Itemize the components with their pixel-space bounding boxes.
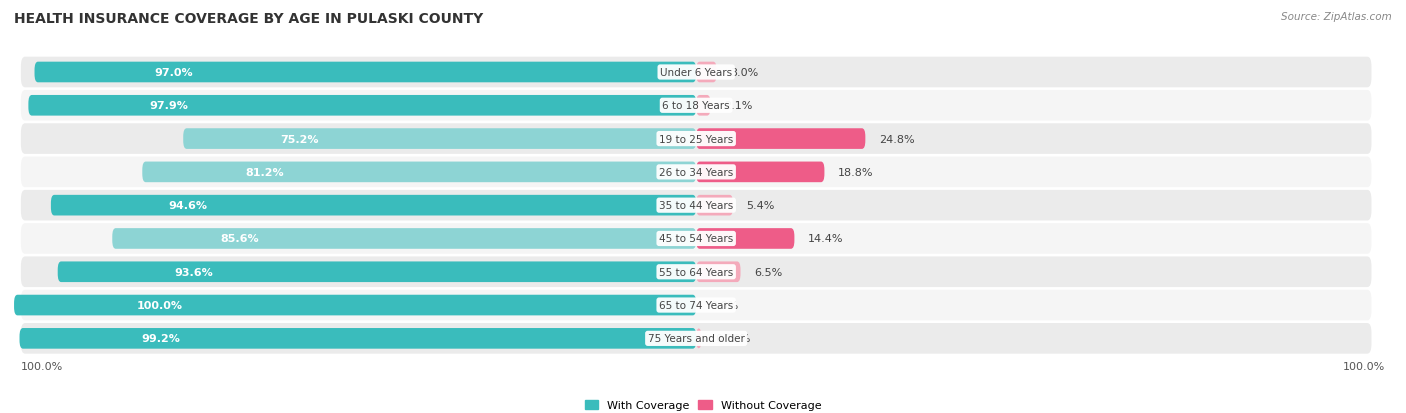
FancyBboxPatch shape	[142, 162, 696, 183]
Text: 0.76%: 0.76%	[716, 334, 751, 344]
Text: 5.4%: 5.4%	[747, 201, 775, 211]
FancyBboxPatch shape	[21, 290, 1371, 320]
Text: Source: ZipAtlas.com: Source: ZipAtlas.com	[1281, 12, 1392, 22]
FancyBboxPatch shape	[696, 129, 865, 150]
FancyBboxPatch shape	[183, 129, 696, 150]
FancyBboxPatch shape	[21, 257, 1371, 287]
Text: 75 Years and older: 75 Years and older	[648, 334, 745, 344]
Text: 6 to 18 Years: 6 to 18 Years	[662, 101, 730, 111]
Text: 100.0%: 100.0%	[21, 361, 63, 371]
Text: 65 to 74 Years: 65 to 74 Years	[659, 300, 734, 310]
FancyBboxPatch shape	[51, 195, 696, 216]
Text: 6.5%: 6.5%	[754, 267, 782, 277]
FancyBboxPatch shape	[20, 328, 696, 349]
FancyBboxPatch shape	[14, 295, 696, 316]
Text: 55 to 64 Years: 55 to 64 Years	[659, 267, 734, 277]
Text: 26 to 34 Years: 26 to 34 Years	[659, 167, 734, 178]
Text: 0.0%: 0.0%	[710, 300, 738, 310]
Text: 100.0%: 100.0%	[136, 300, 183, 310]
Text: 35 to 44 Years: 35 to 44 Years	[659, 201, 734, 211]
Text: 94.6%: 94.6%	[169, 201, 207, 211]
Text: Under 6 Years: Under 6 Years	[659, 68, 733, 78]
Text: 2.1%: 2.1%	[724, 101, 752, 111]
Text: 97.9%: 97.9%	[149, 101, 188, 111]
FancyBboxPatch shape	[696, 96, 710, 116]
Text: 99.2%: 99.2%	[142, 334, 180, 344]
Text: 93.6%: 93.6%	[174, 267, 212, 277]
FancyBboxPatch shape	[21, 223, 1371, 254]
FancyBboxPatch shape	[112, 228, 696, 249]
Text: 45 to 54 Years: 45 to 54 Years	[659, 234, 734, 244]
FancyBboxPatch shape	[696, 228, 794, 249]
Text: 14.4%: 14.4%	[808, 234, 844, 244]
Text: 97.0%: 97.0%	[155, 68, 193, 78]
FancyBboxPatch shape	[21, 91, 1371, 121]
FancyBboxPatch shape	[696, 62, 717, 83]
Text: 24.8%: 24.8%	[879, 134, 915, 144]
FancyBboxPatch shape	[21, 124, 1371, 154]
Text: 3.0%: 3.0%	[730, 68, 758, 78]
FancyBboxPatch shape	[696, 262, 741, 282]
FancyBboxPatch shape	[28, 96, 696, 116]
FancyBboxPatch shape	[21, 157, 1371, 188]
Text: 100.0%: 100.0%	[1343, 361, 1385, 371]
FancyBboxPatch shape	[58, 262, 696, 282]
FancyBboxPatch shape	[35, 62, 696, 83]
FancyBboxPatch shape	[696, 195, 733, 216]
FancyBboxPatch shape	[21, 190, 1371, 221]
FancyBboxPatch shape	[21, 323, 1371, 354]
FancyBboxPatch shape	[696, 162, 824, 183]
Text: 81.2%: 81.2%	[246, 167, 284, 178]
FancyBboxPatch shape	[21, 57, 1371, 88]
Legend: With Coverage, Without Coverage: With Coverage, Without Coverage	[581, 395, 825, 413]
Text: HEALTH INSURANCE COVERAGE BY AGE IN PULASKI COUNTY: HEALTH INSURANCE COVERAGE BY AGE IN PULA…	[14, 12, 484, 26]
Text: 19 to 25 Years: 19 to 25 Years	[659, 134, 734, 144]
Text: 75.2%: 75.2%	[281, 134, 319, 144]
Text: 18.8%: 18.8%	[838, 167, 873, 178]
Text: 85.6%: 85.6%	[221, 234, 259, 244]
FancyBboxPatch shape	[696, 328, 702, 349]
